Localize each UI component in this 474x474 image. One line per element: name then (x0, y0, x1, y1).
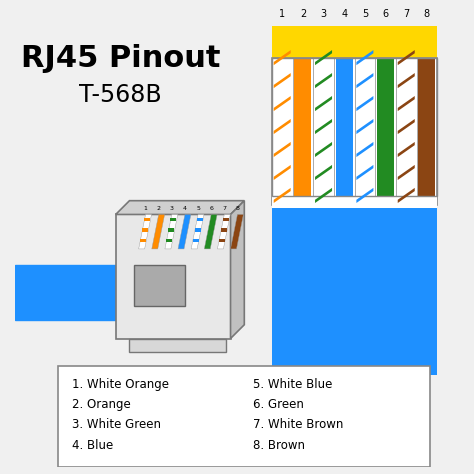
Text: 4. Blue: 4. Blue (72, 438, 113, 452)
Polygon shape (192, 239, 199, 242)
Polygon shape (273, 96, 291, 111)
Polygon shape (221, 228, 227, 232)
Polygon shape (197, 218, 203, 221)
Polygon shape (129, 338, 226, 352)
FancyBboxPatch shape (315, 58, 332, 196)
FancyBboxPatch shape (272, 196, 437, 208)
Polygon shape (15, 265, 129, 320)
Text: 2. Orange: 2. Orange (72, 398, 131, 411)
Polygon shape (398, 142, 415, 157)
FancyBboxPatch shape (377, 58, 394, 196)
FancyBboxPatch shape (356, 58, 374, 196)
Text: 3: 3 (320, 9, 327, 19)
Polygon shape (152, 214, 164, 249)
Polygon shape (142, 228, 148, 232)
Polygon shape (356, 96, 374, 111)
Polygon shape (398, 188, 415, 203)
Text: 5: 5 (362, 9, 368, 19)
Polygon shape (191, 214, 204, 249)
Polygon shape (273, 165, 291, 180)
Text: 7: 7 (403, 9, 410, 19)
Polygon shape (356, 188, 374, 203)
FancyBboxPatch shape (58, 366, 430, 467)
Text: 8. Brown: 8. Brown (254, 438, 306, 452)
Polygon shape (140, 239, 146, 242)
Polygon shape (218, 214, 230, 249)
Polygon shape (356, 73, 374, 88)
Polygon shape (356, 119, 374, 134)
FancyBboxPatch shape (294, 58, 311, 196)
Polygon shape (116, 214, 230, 338)
Polygon shape (273, 119, 291, 134)
FancyBboxPatch shape (272, 58, 437, 205)
Polygon shape (398, 165, 415, 180)
Polygon shape (315, 165, 332, 180)
FancyBboxPatch shape (336, 58, 353, 196)
Text: 4: 4 (183, 206, 187, 211)
Polygon shape (171, 218, 176, 221)
Polygon shape (273, 142, 291, 157)
Text: 2: 2 (300, 9, 306, 19)
Polygon shape (144, 218, 150, 221)
Text: RJ45 Pinout: RJ45 Pinout (20, 44, 220, 73)
Text: 6: 6 (209, 206, 213, 211)
FancyBboxPatch shape (272, 26, 437, 58)
Polygon shape (116, 201, 244, 214)
Polygon shape (273, 188, 291, 203)
FancyBboxPatch shape (134, 265, 184, 306)
Text: 4: 4 (341, 9, 347, 19)
Text: 6. Green: 6. Green (254, 398, 304, 411)
Polygon shape (315, 188, 332, 203)
Polygon shape (139, 214, 152, 249)
Polygon shape (223, 218, 229, 221)
Polygon shape (273, 50, 291, 65)
Text: 7. White Brown: 7. White Brown (254, 419, 344, 431)
Text: 8: 8 (424, 9, 430, 19)
Polygon shape (398, 119, 415, 134)
FancyBboxPatch shape (272, 205, 437, 375)
Text: 1. White Orange: 1. White Orange (72, 378, 169, 391)
Polygon shape (315, 142, 332, 157)
Polygon shape (273, 73, 291, 88)
Text: 2: 2 (157, 206, 161, 211)
FancyBboxPatch shape (398, 58, 415, 196)
Polygon shape (315, 119, 332, 134)
Text: 1: 1 (144, 206, 147, 211)
Text: 8: 8 (236, 206, 239, 211)
Polygon shape (219, 239, 225, 242)
Polygon shape (195, 228, 201, 232)
Polygon shape (178, 214, 191, 249)
Text: T-568B: T-568B (79, 83, 162, 107)
Polygon shape (356, 142, 374, 157)
Polygon shape (315, 50, 332, 65)
Polygon shape (315, 96, 332, 111)
Polygon shape (398, 50, 415, 65)
FancyBboxPatch shape (273, 58, 291, 196)
Text: 3: 3 (170, 206, 174, 211)
Polygon shape (165, 214, 178, 249)
Text: 3. White Green: 3. White Green (72, 419, 161, 431)
Polygon shape (168, 228, 174, 232)
Polygon shape (166, 239, 172, 242)
Text: 6: 6 (383, 9, 389, 19)
Polygon shape (230, 214, 243, 249)
Text: 5: 5 (196, 206, 200, 211)
Polygon shape (398, 96, 415, 111)
Polygon shape (356, 50, 374, 65)
Polygon shape (315, 73, 332, 88)
Text: 7: 7 (222, 206, 226, 211)
Polygon shape (204, 214, 217, 249)
Text: 5. White Blue: 5. White Blue (254, 378, 333, 391)
Text: 1: 1 (279, 9, 285, 19)
Polygon shape (356, 165, 374, 180)
Polygon shape (230, 201, 244, 338)
Polygon shape (398, 73, 415, 88)
FancyBboxPatch shape (419, 58, 436, 196)
